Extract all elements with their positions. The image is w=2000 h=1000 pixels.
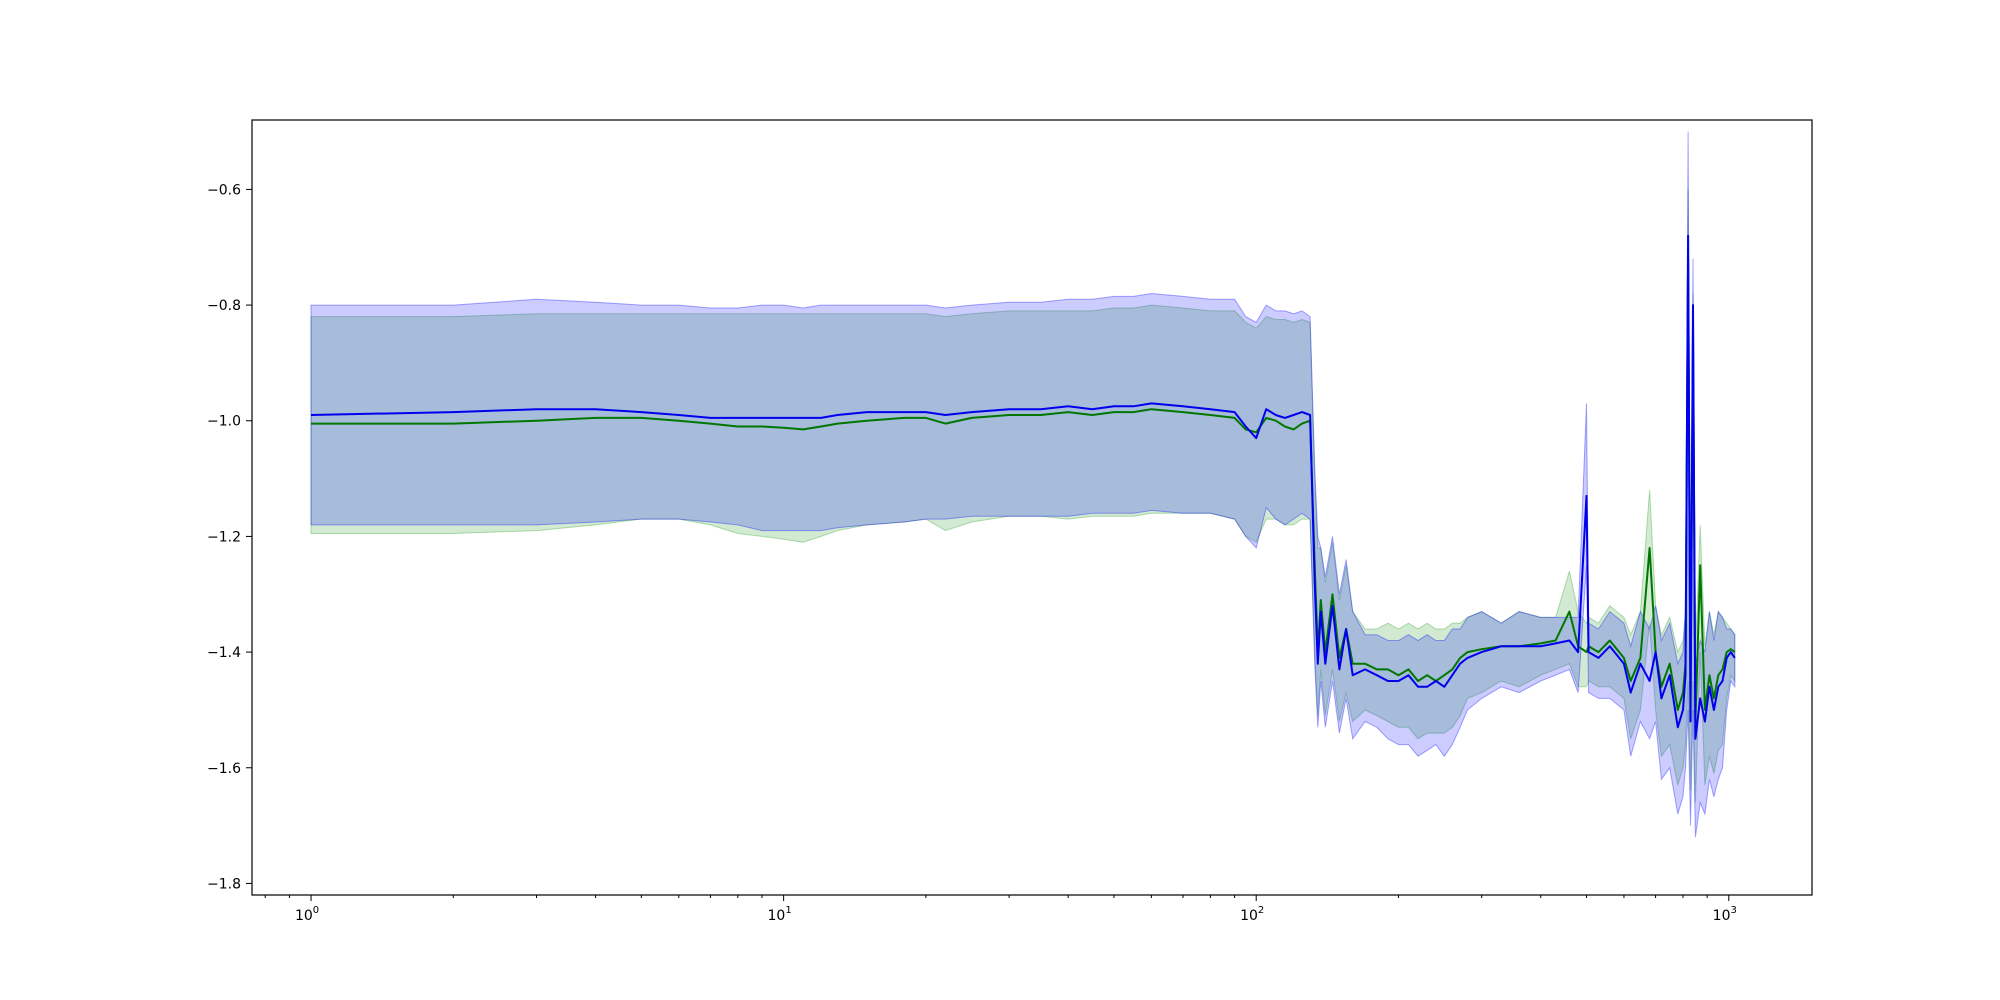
y-tick-label: −1.8 xyxy=(207,876,241,892)
x-tick-exponent: 0 xyxy=(313,905,319,916)
x-tick-exponent: 3 xyxy=(1731,905,1737,916)
x-tick-base: 10 xyxy=(1240,908,1258,924)
series-0-line xyxy=(310,234,1736,740)
y-tick-label: −0.6 xyxy=(207,182,241,198)
y-tick-label: −1.6 xyxy=(207,761,241,777)
x-tick-label: 102 xyxy=(1240,905,1264,924)
x-tick-base: 10 xyxy=(768,908,786,924)
confidence-bands xyxy=(310,131,1736,838)
y-axis: −0.6 −0.8 −1.0 −1.2 −1.4 −1.6 −1.8 xyxy=(207,182,252,892)
x-tick-base: 10 xyxy=(1713,908,1731,924)
y-tick-label: −0.8 xyxy=(207,298,241,314)
x-axis: 100 101 102 103 xyxy=(264,895,1737,924)
x-tick-exponent: 1 xyxy=(785,905,791,916)
x-tick-label: 103 xyxy=(1713,905,1737,924)
y-tick-label: −1.4 xyxy=(207,645,241,661)
series-1-band xyxy=(310,189,1736,803)
x-tick-exponent: 2 xyxy=(1258,905,1264,916)
plot-frame xyxy=(251,119,1813,896)
series-lines xyxy=(310,234,1736,740)
y-tick-label: −1.2 xyxy=(207,529,241,545)
x-tick-base: 10 xyxy=(295,908,313,924)
x-tick-label: 101 xyxy=(768,905,792,924)
x-tick-label: 100 xyxy=(295,905,319,924)
y-tick-label: −1.0 xyxy=(207,414,241,430)
series-1-line xyxy=(311,257,1736,723)
series-0-band xyxy=(310,131,1736,838)
